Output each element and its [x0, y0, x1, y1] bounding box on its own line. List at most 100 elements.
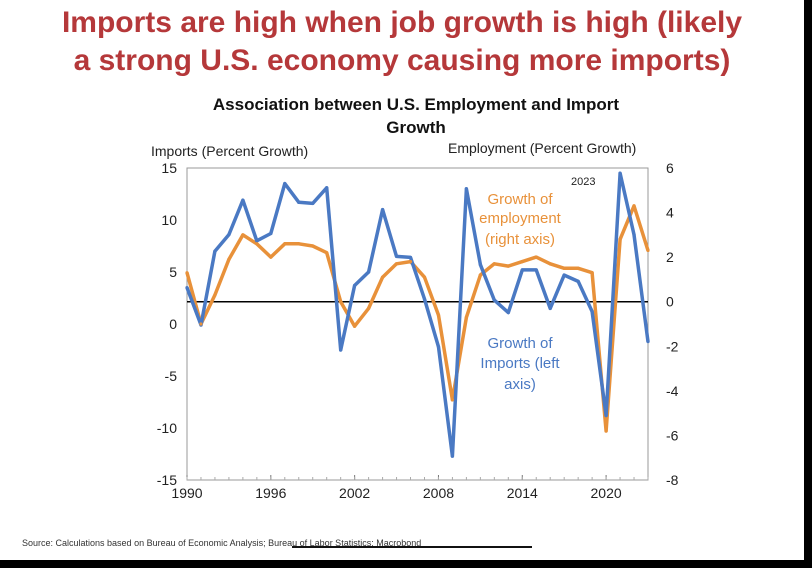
imports-series-line — [185, 171, 650, 458]
imports-point — [632, 232, 636, 237]
slide: Imports are high when job growth is high… — [0, 0, 804, 560]
imports-point — [464, 187, 468, 191]
imports-point — [269, 231, 273, 236]
left-tick-label: -15 — [157, 472, 177, 488]
imports-point — [213, 249, 217, 253]
imports-point — [492, 298, 496, 302]
employment-point — [618, 237, 622, 241]
x-tick-label: 1990 — [171, 485, 202, 501]
right-tick-label: 6 — [666, 160, 674, 176]
imports-point — [255, 239, 259, 243]
imports-point — [241, 198, 245, 202]
imports-point — [353, 283, 357, 288]
employment-point — [297, 242, 301, 246]
imports-point — [394, 254, 399, 258]
left-axis-label: Imports (Percent Growth) — [151, 143, 308, 159]
imports-point — [646, 340, 650, 344]
right-tick-label: -4 — [666, 383, 679, 399]
employment-point — [590, 271, 594, 275]
employment-point — [548, 262, 552, 266]
imports-point — [520, 268, 524, 272]
imports-point — [548, 306, 552, 310]
right-tick-label: -8 — [666, 472, 679, 488]
imports-point — [227, 232, 231, 237]
employment-point — [604, 429, 608, 433]
imports-point — [297, 200, 301, 204]
imports-annotation-line-1: Growth of — [487, 335, 553, 352]
imports-point — [576, 279, 580, 283]
employment-point — [380, 275, 385, 279]
employment-point — [506, 264, 510, 268]
right-tick-label: 4 — [666, 205, 674, 221]
employment-point — [492, 262, 496, 266]
right-axis-ticks: 6 4 2 0 -2 -4 -6 -8 — [666, 160, 679, 488]
left-tick-label: 0 — [169, 316, 177, 332]
employment-point — [353, 324, 357, 328]
imports-point — [408, 255, 413, 260]
right-tick-label: -2 — [666, 338, 679, 354]
x-axis-ticks: 1990 1996 2002 2008 2014 2020 — [171, 475, 649, 501]
employment-point — [255, 242, 259, 246]
imports-point — [283, 182, 287, 186]
left-tick-label: -5 — [165, 368, 178, 384]
employment-point — [436, 313, 441, 317]
employment-point — [520, 260, 524, 264]
left-tick-label: 10 — [161, 212, 177, 228]
employment-point — [269, 255, 273, 259]
x-tick-label: 2020 — [591, 485, 622, 501]
imports-point — [339, 348, 343, 352]
employment-point — [339, 300, 343, 304]
right-tick-label: -6 — [666, 427, 679, 443]
series-points — [185, 171, 650, 458]
imports-point — [604, 413, 608, 418]
left-tick-label: -10 — [157, 420, 177, 436]
imports-point — [590, 309, 594, 314]
employment-point — [408, 260, 413, 264]
employment-point — [450, 398, 455, 402]
employment-point — [325, 251, 329, 255]
source-underline — [292, 546, 532, 548]
left-tick-label: 15 — [161, 160, 177, 176]
imports-point — [478, 263, 482, 267]
headline-line-1: Imports are high when job growth is high… — [61, 6, 743, 39]
imports-point — [325, 186, 329, 190]
plot-frame — [186, 167, 649, 481]
imports-annotation-line-3: axis) — [504, 376, 536, 393]
left-axis-ticks: 15 10 5 0 -5 -10 -15 — [157, 160, 177, 488]
employment-series-line — [185, 204, 650, 433]
employment-point — [646, 248, 650, 253]
chart: Association between U.S. Employment and … — [151, 95, 679, 501]
imports-point — [618, 171, 622, 175]
year-marker-label: 2023 — [571, 176, 595, 188]
right-tick-label: 0 — [666, 294, 674, 310]
employment-point — [185, 271, 189, 275]
imports-point — [367, 270, 371, 274]
imports-point — [380, 208, 385, 212]
employment-point — [241, 233, 245, 237]
employment-point — [283, 242, 287, 246]
headline-line-2: a strong U.S. economy causing more impor… — [73, 44, 731, 77]
right-tick-label: 2 — [666, 249, 674, 265]
source-note: Source: Calculations based on Bureau of … — [22, 538, 422, 548]
chart-title-line-2: Growth — [386, 118, 446, 137]
employment-point — [562, 266, 566, 270]
employment-annotation-line-2: employment — [479, 210, 562, 227]
employment-point — [394, 262, 399, 266]
x-tick-label: 2014 — [507, 485, 538, 501]
slide-headline: Imports are high when job growth is high… — [0, 4, 804, 80]
employment-annotation-line-1: Growth of — [487, 191, 553, 208]
imports-point — [422, 297, 427, 301]
imports-point — [185, 286, 189, 290]
left-tick-label: 5 — [169, 264, 177, 280]
imports-point — [562, 273, 566, 277]
imports-point — [311, 201, 315, 205]
x-tick-label: 1996 — [255, 485, 286, 501]
right-axis-label: Employment (Percent Growth) — [448, 140, 636, 156]
x-tick-label: 2002 — [339, 485, 370, 501]
employment-point — [213, 293, 217, 297]
employment-point — [464, 315, 468, 319]
employment-point — [199, 322, 203, 326]
imports-annotation-line-2: Imports (left — [480, 355, 560, 372]
employment-annotation-line-3: (right axis) — [485, 231, 555, 248]
employment-point — [227, 257, 231, 261]
